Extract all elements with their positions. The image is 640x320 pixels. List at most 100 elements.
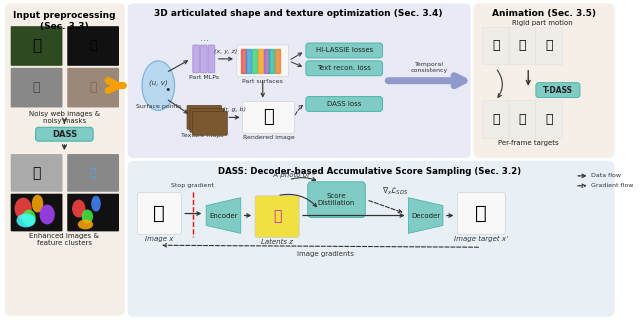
Text: (r, g, b): (r, g, b) [223,108,246,112]
FancyBboxPatch shape [127,4,470,158]
FancyBboxPatch shape [193,111,227,135]
Text: (x, y, z): (x, y, z) [214,49,237,54]
Text: 🌿: 🌿 [90,39,97,52]
Text: Image x: Image x [145,236,173,242]
FancyBboxPatch shape [474,4,614,158]
Text: 🐘: 🐘 [33,166,41,180]
Polygon shape [258,49,263,73]
FancyBboxPatch shape [536,27,563,65]
FancyBboxPatch shape [67,154,119,192]
Text: Enhanced images &
feature clusters: Enhanced images & feature clusters [29,233,99,246]
Text: Hi-LASSIE losses: Hi-LASSIE losses [316,47,373,53]
Polygon shape [241,49,246,73]
Text: Latents z: Latents z [261,239,293,245]
FancyBboxPatch shape [137,193,181,234]
FancyBboxPatch shape [237,45,289,77]
Ellipse shape [32,195,44,212]
Text: 🦓: 🦓 [545,39,553,52]
Polygon shape [264,49,269,73]
Text: 🐯: 🐯 [154,204,165,223]
Polygon shape [269,49,275,73]
Ellipse shape [72,200,86,218]
Text: ...: ... [200,33,209,43]
Text: "A photo of * ": "A photo of * " [270,172,321,178]
Text: 🦓: 🦓 [518,39,526,52]
FancyBboxPatch shape [306,97,383,111]
FancyBboxPatch shape [200,45,207,73]
Text: Animation (Sec. 3.5): Animation (Sec. 3.5) [492,9,596,18]
Text: DASS loss: DASS loss [327,101,362,107]
Text: Gradient flow: Gradient flow [591,183,634,188]
Polygon shape [246,49,252,73]
FancyBboxPatch shape [11,68,63,108]
Ellipse shape [15,198,32,220]
FancyBboxPatch shape [67,194,119,231]
FancyBboxPatch shape [306,61,383,76]
FancyBboxPatch shape [255,196,299,237]
Text: 🦴: 🦴 [90,168,97,178]
Text: Part surfaces: Part surfaces [243,79,283,84]
FancyBboxPatch shape [193,45,200,73]
Text: Decoder: Decoder [411,212,440,219]
FancyBboxPatch shape [308,182,365,218]
FancyBboxPatch shape [536,100,563,138]
FancyBboxPatch shape [127,161,614,316]
Text: 🦓: 🦓 [492,113,499,126]
Text: DASS: DASS [52,130,77,139]
FancyBboxPatch shape [243,101,294,133]
Text: Per-frame targets: Per-frame targets [498,140,559,146]
FancyBboxPatch shape [67,68,119,108]
Text: •: • [164,84,171,95]
Text: Surface points: Surface points [136,105,181,109]
Text: 🦓: 🦓 [492,39,499,52]
Polygon shape [275,49,280,73]
FancyBboxPatch shape [306,43,383,58]
Text: 🦓: 🦓 [545,113,553,126]
FancyBboxPatch shape [482,27,509,65]
FancyBboxPatch shape [11,194,63,231]
FancyBboxPatch shape [67,26,119,66]
Ellipse shape [92,196,100,212]
Polygon shape [206,198,241,233]
Ellipse shape [82,210,93,223]
Text: Input preprocessing
(Sec. 3.3): Input preprocessing (Sec. 3.3) [13,11,116,31]
Text: Encoder: Encoder [209,212,237,219]
FancyBboxPatch shape [36,127,93,141]
Text: 🐘: 🐘 [33,81,40,94]
Text: 🦓: 🦓 [518,113,526,126]
FancyBboxPatch shape [11,26,63,66]
Text: DASS: Decoder-based Accumulative Score Sampling (Sec. 3.2): DASS: Decoder-based Accumulative Score S… [218,167,521,176]
FancyBboxPatch shape [190,108,225,132]
Ellipse shape [40,204,55,224]
Text: Data flow: Data flow [591,173,621,178]
Text: Image gradients: Image gradients [296,251,353,257]
Ellipse shape [17,213,36,228]
Text: Score
Distillation: Score Distillation [318,193,355,206]
Text: 3D articulated shape and texture optimization (Sec. 3.4): 3D articulated shape and texture optimiz… [154,9,442,18]
Text: Texture maps: Texture maps [181,133,223,138]
Text: 🐘: 🐘 [32,38,41,53]
Polygon shape [408,198,443,233]
Text: (u, v): (u, v) [149,79,168,86]
FancyBboxPatch shape [482,100,509,138]
FancyBboxPatch shape [536,83,580,98]
FancyBboxPatch shape [5,4,125,316]
Text: 🦌: 🦌 [90,81,97,94]
FancyBboxPatch shape [11,154,63,192]
Ellipse shape [142,61,175,110]
Text: 🐯: 🐯 [476,204,487,223]
Ellipse shape [78,220,93,229]
Text: Part MLPs: Part MLPs [189,75,220,80]
Text: Stop gradient: Stop gradient [172,183,214,188]
Text: 🐯: 🐯 [273,210,282,223]
Text: Image target x’: Image target x’ [454,236,508,243]
Text: Rigid part motion: Rigid part motion [512,20,573,26]
FancyBboxPatch shape [509,27,536,65]
FancyBboxPatch shape [187,106,221,129]
Text: T-DASS: T-DASS [543,86,573,95]
Ellipse shape [22,210,36,225]
Text: 🐯: 🐯 [263,108,274,126]
Polygon shape [252,49,257,73]
Text: $\nabla_x \mathcal{L}_{SDS}$: $\nabla_x \mathcal{L}_{SDS}$ [381,186,408,197]
Text: Text recon. loss: Text recon. loss [317,65,371,71]
